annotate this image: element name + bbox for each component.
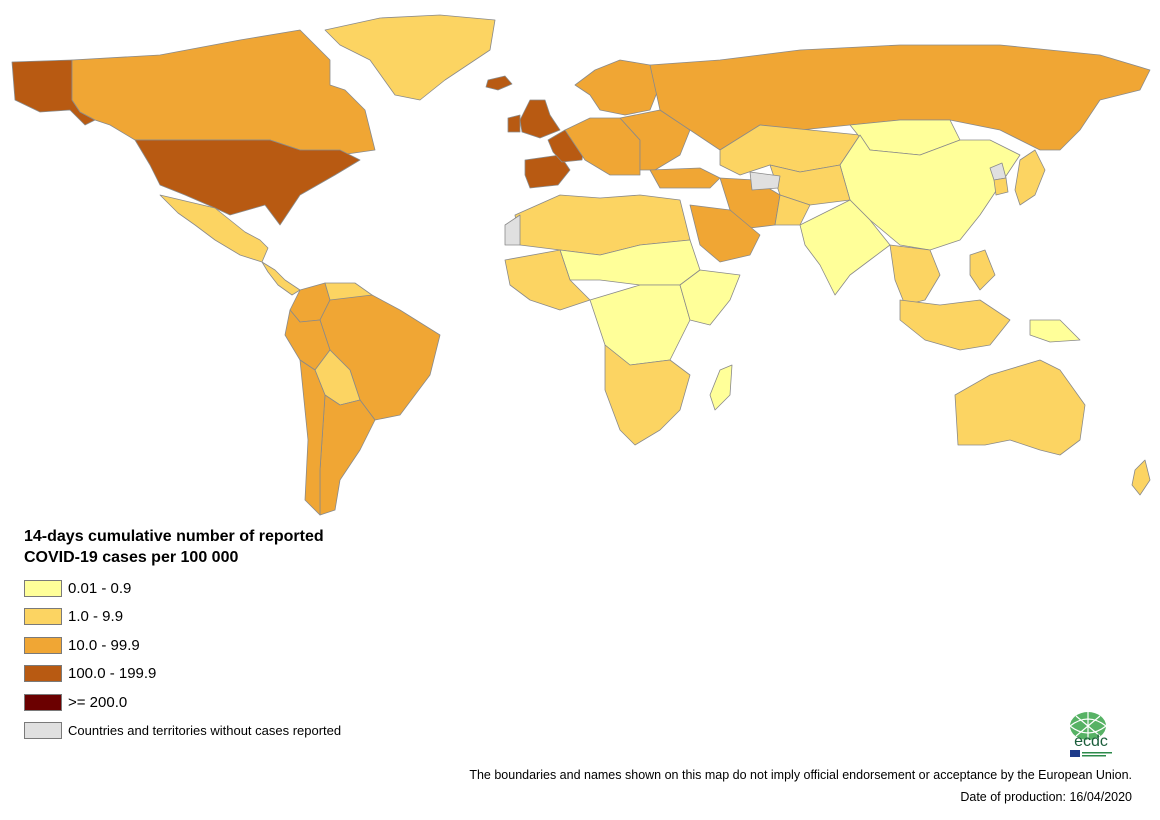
production-date: Date of production: 16/04/2020 xyxy=(960,790,1132,804)
legend-swatch xyxy=(24,636,62,654)
region-greenland xyxy=(324,14,496,101)
region-western-sahara xyxy=(504,214,521,246)
region-southern-africa xyxy=(604,344,691,446)
region-chile xyxy=(299,359,326,516)
region-philippines xyxy=(969,249,996,291)
legend-title: 14-days cumulative number of reported CO… xyxy=(24,528,324,566)
region-papua-new-guinea xyxy=(1029,319,1081,343)
legend-item: 0.01 - 0.9 xyxy=(24,574,364,603)
legend-label: 10.0 - 99.9 xyxy=(68,636,140,654)
region-scandinavia xyxy=(574,59,661,116)
region-korea xyxy=(993,177,1009,196)
region-madagascar xyxy=(709,364,733,411)
legend-items: 0.01 - 0.9 1.0 - 9.9 10.0 - 99.9 100.0 - 19… xyxy=(24,574,364,745)
legend-item: 1.0 - 9.9 xyxy=(24,603,364,632)
legend-label: 0.01 - 0.9 xyxy=(68,579,132,597)
disclaimer-text: The boundaries and names shown on this m… xyxy=(469,768,1132,782)
region-australia xyxy=(954,359,1086,456)
legend-label: 100.0 - 199.9 xyxy=(68,665,157,683)
region-turkmenistan xyxy=(749,171,781,191)
region-india xyxy=(799,199,891,296)
region-argentina xyxy=(319,394,376,516)
region-new-zealand xyxy=(1131,459,1151,496)
region-usa xyxy=(134,139,361,226)
legend-swatch xyxy=(24,608,62,626)
legend-swatch xyxy=(24,722,62,740)
legend-label: 1.0 - 9.9 xyxy=(68,608,124,626)
region-ireland xyxy=(507,114,521,133)
ecdc-logo: ecdc xyxy=(1069,712,1112,757)
legend-label: Countries and territories without cases … xyxy=(68,723,342,739)
region-canada xyxy=(71,29,376,156)
legend-swatch xyxy=(24,693,62,711)
region-east-africa xyxy=(679,269,741,326)
legend-item: 100.0 - 199.9 xyxy=(24,660,364,689)
legend-swatch xyxy=(24,579,62,597)
legend: 14-days cumulative number of reported CO… xyxy=(24,526,364,745)
legend-item: >= 200.0 xyxy=(24,688,364,717)
legend-label: >= 200.0 xyxy=(68,693,128,711)
region-japan xyxy=(1014,149,1046,206)
logo-text: ecdc xyxy=(1074,733,1108,750)
region-southeast-asia xyxy=(889,244,941,306)
region-iceland xyxy=(485,75,513,91)
legend-swatch xyxy=(24,665,62,683)
world-map xyxy=(11,14,1151,516)
region-west-africa xyxy=(504,249,591,311)
region-saudi-arabia xyxy=(689,204,761,263)
region-central-america xyxy=(261,261,301,296)
legend-item: 10.0 - 99.9 xyxy=(24,631,364,660)
region-turkey xyxy=(649,167,721,189)
region-indonesia xyxy=(899,299,1011,351)
region-uk xyxy=(519,99,561,139)
legend-item: Countries and territories without cases … xyxy=(24,717,364,746)
